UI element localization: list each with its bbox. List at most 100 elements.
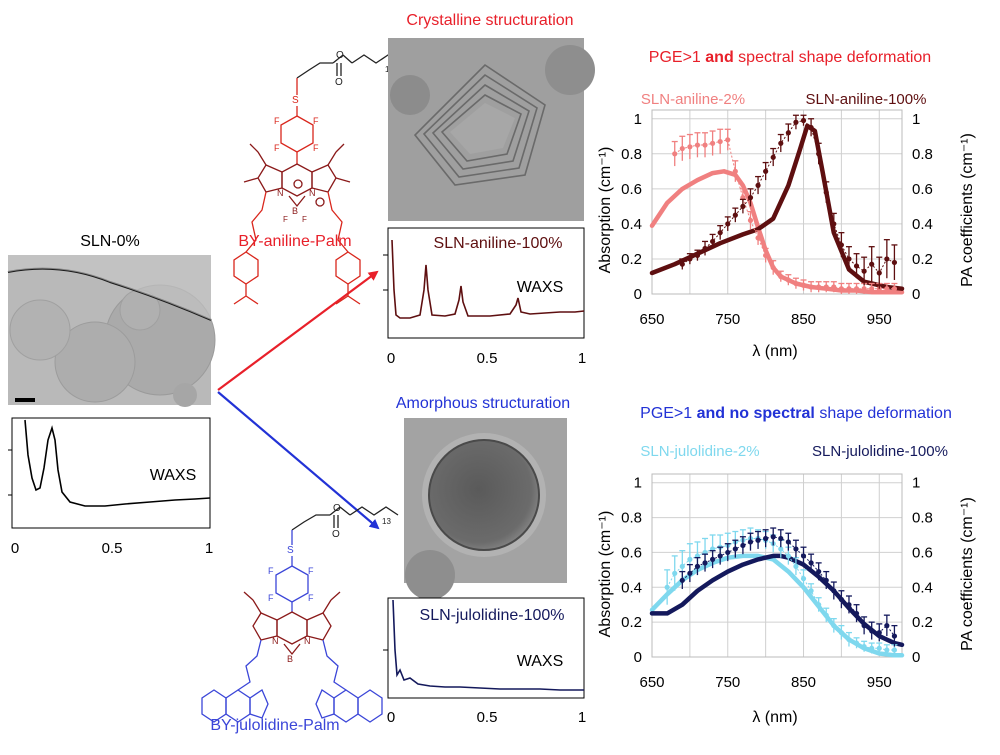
chart1-ytick-left: 0.2 (621, 614, 642, 631)
chart0-pa-point (687, 144, 693, 150)
chart0-pa-point (679, 261, 685, 267)
chart0-ylabel-left: Absorption (cm⁻¹) (597, 147, 614, 274)
sln0-tick-1: 1 (205, 540, 213, 557)
chart0-pa-point (778, 140, 784, 146)
chart0-pa-point (793, 119, 799, 125)
chart1-pa-point (679, 577, 685, 583)
sln0-tem-image (7, 255, 216, 407)
chart0-pa-point (702, 245, 708, 252)
chart0-pa-point (702, 142, 708, 148)
chart0-ytick-right: 0.4 (912, 216, 933, 233)
svg-text:B: B (292, 206, 298, 216)
svg-text:N: N (304, 636, 311, 646)
chart1-ylabel-left: Absorption (cm⁻¹) (597, 511, 614, 638)
julolidine-molecule-label: BY-julolidine-Palm (210, 717, 339, 734)
chart0-pa-point (785, 130, 791, 136)
aniline-molecule: 13 O O S F F F F N N B F F (233, 48, 401, 305)
chart0-pa-point (808, 284, 814, 290)
chart0-pa-point (891, 286, 898, 292)
svg-text:O: O (333, 503, 341, 514)
chart0-ytick-left: 0.2 (621, 251, 642, 268)
chart0-pa-point (793, 280, 799, 287)
chart0-pa-point (740, 203, 746, 209)
chart1-pa-point (740, 542, 746, 549)
svg-text:B: B (287, 654, 293, 664)
chart1-pa-point (831, 588, 837, 594)
chart1-pa-point (884, 647, 890, 653)
sln0-waxs-plot: WAXS 0 0.5 1 (8, 417, 213, 557)
julolidine-tick-0: 0 (387, 709, 395, 726)
chart1-pa-point (778, 546, 784, 552)
chart0-pa-point (876, 270, 882, 276)
chart1-ytick-left: 1 (634, 475, 642, 492)
chart0-pa-point (869, 261, 875, 267)
svg-text:F: F (283, 215, 288, 224)
sln0-waxs-trace (24, 419, 211, 507)
chart1-xtick: 850 (791, 674, 816, 691)
julolidine-waxs-label: WAXS (517, 653, 564, 670)
sln0-waxs-label: WAXS (150, 467, 197, 484)
chart1-absorption-line-0 (649, 553, 905, 658)
chart0-pa-point (853, 286, 860, 292)
chart0-pa-point (694, 252, 701, 259)
chart0-pa-point (778, 273, 784, 280)
chart0-pa-point (838, 286, 844, 292)
aniline-waxs-trace (391, 239, 585, 319)
chart1-pa-point (853, 640, 860, 646)
chart0-pa-point (808, 124, 814, 131)
chart1-pa-point (679, 563, 685, 569)
chart0-pa-point (732, 212, 738, 218)
chart0-pa-point (869, 286, 875, 292)
chart1-pa-point (846, 636, 852, 643)
chart0-pa-point (694, 142, 701, 148)
chart1-pa-point (694, 563, 701, 569)
aniline-tick-1: 1 (578, 350, 586, 367)
chart0-frame (651, 109, 903, 295)
amorphous-title: Amorphous structuration (396, 395, 570, 412)
chart1-pa-point (808, 560, 814, 566)
chart0-ytick-left: 0.4 (621, 216, 642, 233)
chart0-pa-point (747, 195, 754, 201)
chart0-pa-point (710, 238, 716, 245)
chart1-ytick-right: 0.8 (912, 510, 933, 527)
chart1-pa-point (770, 534, 776, 540)
chart1-xtick: 650 (639, 674, 664, 691)
svg-text:F: F (308, 566, 314, 576)
julolidine-spectra-chart: PGE>1 and no spectral shape deformation … (597, 405, 976, 726)
chart1-pa-point (725, 549, 731, 556)
chart1-pa-point (853, 610, 860, 617)
svg-text:N: N (272, 636, 279, 646)
chart1-legend-2pct: SLN-julolidine-2% (640, 443, 759, 460)
chart0-pa-point (823, 189, 829, 195)
svg-text:F: F (268, 593, 274, 603)
chart0-pa-point (846, 256, 852, 262)
chart0-pa-point (846, 286, 852, 292)
chart0-pa-point (763, 252, 769, 259)
chart1-pa-point (778, 535, 784, 542)
chart0-pa-point (770, 265, 776, 271)
chain-subscript-2: 13 (382, 517, 391, 526)
chart1-pa-point (831, 623, 837, 629)
chart0-pa-point (800, 117, 807, 124)
chart1-pa-point (816, 569, 822, 575)
chart1-pa-point (823, 612, 829, 618)
chart0-pa-point (823, 284, 829, 290)
chart1-ytick-left: 0.8 (621, 510, 642, 527)
chart1-pa-point (800, 575, 807, 582)
chart0-pa-point (800, 282, 807, 288)
chart0-ytick-right: 0.2 (912, 251, 933, 268)
chart0-xlabel: λ (nm) (752, 343, 797, 360)
chart0-pa-point (785, 277, 791, 283)
sln0-tick-0.5: 0.5 (102, 540, 123, 557)
crystalline-title: Crystalline structuration (406, 12, 573, 29)
chart0-ytick-left: 0.8 (621, 146, 642, 163)
chart1-pa-point (672, 570, 678, 576)
chart0-title: PGE>1 and spectral shape deformation (649, 49, 931, 66)
chart0-xtick: 750 (715, 311, 740, 328)
julolidine-waxs-plot: SLN-julolidine-100% WAXS 0 0.5 1 (383, 597, 586, 726)
chart0-pa-point (770, 154, 776, 160)
chart1-pa-point (785, 553, 791, 559)
svg-text:N: N (277, 188, 284, 198)
chart1-pa-point (861, 623, 867, 629)
